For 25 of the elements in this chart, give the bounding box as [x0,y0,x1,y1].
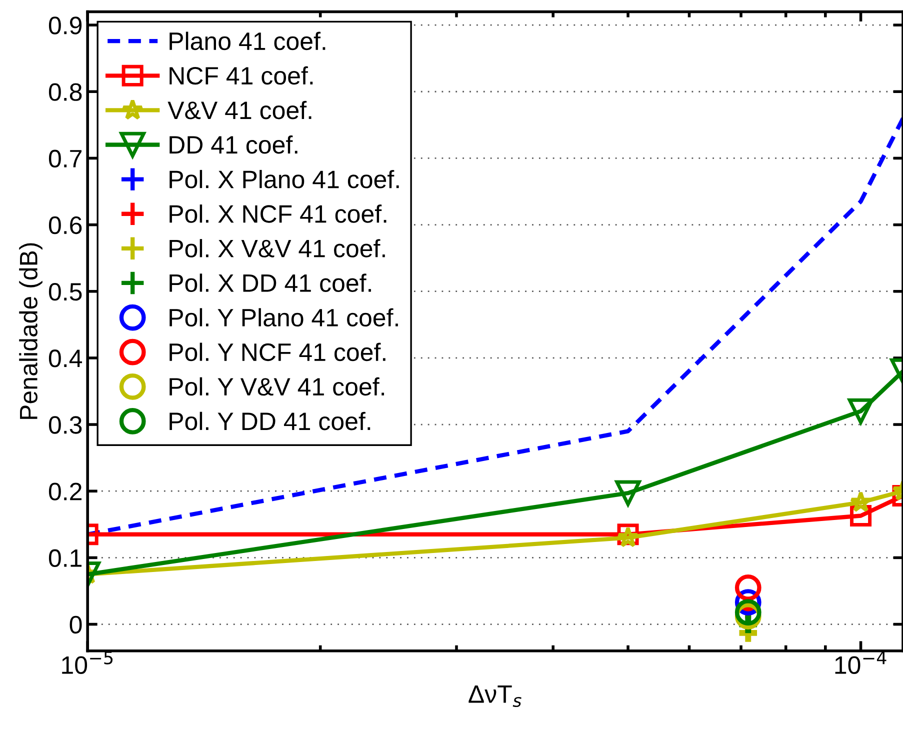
y-tick-label: 0 [70,616,82,634]
legend-label: Pol. X V&V 41 coef. [170,239,385,258]
legend-label: DD 41 coef. [170,135,298,154]
y-tick-label: 0.8 [48,83,82,101]
x-axis-title: ΔνT$_{s}$ [468,685,522,708]
y-tick-label: 0.4 [48,350,82,368]
x-tick-label: 10$^{−4}$ [835,651,886,674]
legend-label: Pol. Y V&V 41 coef. [170,377,384,396]
legend-label: Pol. Y Plano 41 coef. [170,308,398,327]
y-tick-label: 0.9 [48,16,82,34]
legend-label: Pol. Y NCF 41 coef. [170,342,386,362]
legend-label: Pol. X DD 41 coef. [170,274,371,292]
legend-label: Pol. X Plano 41 coef. [170,170,399,188]
y-tick-label: 0.7 [48,150,82,168]
y-tick-label: 0.3 [48,416,82,434]
y-tick-label: 0.6 [48,216,82,234]
y-axis-title: Penalidade (dB) [19,243,42,419]
legend-label: NCF 41 coef. [170,66,313,85]
legend-label: Pol. Y DD 41 coef. [170,412,370,430]
y-tick-label: 0.1 [48,549,82,567]
y-tick-label: 0.5 [48,282,82,301]
legend-label: V&V 41 coef. [168,100,312,120]
y-tick-label: 0.2 [48,482,82,500]
legend-label: Pol. X NCF 41 coef. [170,204,386,223]
legend-label: Plano 41 coef. [170,32,326,50]
